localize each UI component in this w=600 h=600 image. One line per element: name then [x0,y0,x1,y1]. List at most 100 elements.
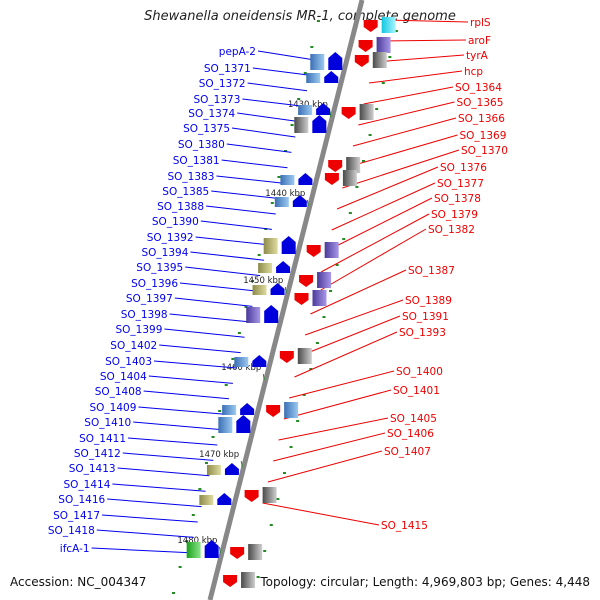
left-gene-label[interactable]: SO_1404 [100,371,147,383]
left-gene-label[interactable]: SO_1412 [74,448,121,460]
forward-gene-arrow[interactable] [276,261,291,273]
gene-box[interactable] [241,572,256,588]
gene-box[interactable] [294,117,309,133]
left-gene-label[interactable]: SO_1397 [126,293,173,305]
left-gene-label[interactable]: SO_1413 [69,463,116,475]
left-gene-label[interactable]: SO_1374 [188,108,235,120]
right-gene-label[interactable]: SO_1366 [458,113,505,125]
right-gene-label[interactable]: SO_1415 [381,520,428,532]
forward-gene-arrow[interactable] [236,415,251,433]
right-gene-label[interactable]: SO_1400 [396,366,443,378]
left-gene-label[interactable]: SO_1411 [79,433,126,445]
forward-gene-arrow[interactable] [324,71,339,83]
reverse-gene-arrow[interactable] [341,107,356,119]
gene-box[interactable] [284,402,299,418]
left-gene-label[interactable]: SO_1402 [110,340,157,352]
gene-box[interactable] [317,272,332,288]
reverse-gene-arrow[interactable] [294,293,309,305]
gene-box[interactable] [372,52,387,68]
left-gene-label[interactable]: SO_1395 [136,262,183,274]
forward-gene-arrow[interactable] [316,103,331,115]
right-gene-label[interactable]: aroF [468,35,491,47]
left-gene-label[interactable]: SO_1381 [173,155,220,167]
right-gene-label[interactable]: SO_1389 [405,295,452,307]
forward-gene-arrow[interactable] [217,493,232,505]
left-gene-label[interactable]: SO_1417 [53,510,100,522]
forward-gene-arrow[interactable] [224,463,239,475]
right-gene-label[interactable]: SO_1387 [408,265,455,277]
left-gene-label[interactable]: SO_1388 [157,201,204,213]
left-gene-label[interactable]: pepA-2 [219,46,256,58]
gene-box[interactable] [298,105,313,115]
gene-box[interactable] [262,487,277,503]
right-gene-label[interactable]: SO_1365 [457,97,504,109]
left-gene-label[interactable]: SO_1394 [141,247,188,259]
forward-gene-arrow[interactable] [252,355,267,367]
right-gene-label[interactable]: SO_1391 [402,311,449,323]
left-gene-label[interactable]: SO_1399 [115,324,162,336]
gene-box[interactable] [310,54,325,70]
right-gene-label[interactable]: rplS [470,17,491,29]
left-gene-label[interactable]: SO_1418 [48,525,95,537]
left-gene-label[interactable]: SO_1371 [204,63,251,75]
forward-gene-arrow[interactable] [264,305,279,323]
gene-box[interactable] [306,73,321,83]
left-gene-label[interactable]: SO_1409 [89,402,136,414]
gene-box[interactable] [186,542,201,558]
reverse-gene-arrow[interactable] [266,405,281,417]
left-gene-label[interactable]: SO_1392 [147,232,194,244]
right-gene-label[interactable]: SO_1378 [434,193,481,205]
left-gene-label[interactable]: SO_1396 [131,278,178,290]
forward-gene-arrow[interactable] [281,236,296,254]
forward-gene-arrow[interactable] [270,283,285,295]
gene-box[interactable] [199,495,214,505]
left-gene-label[interactable]: ifcA-1 [60,543,90,555]
gene-box[interactable] [258,263,273,273]
gene-box[interactable] [234,357,249,367]
gene-box[interactable] [218,417,233,433]
left-gene-label[interactable]: SO_1398 [121,309,168,321]
gene-box[interactable] [280,175,295,185]
gene-box[interactable] [381,17,396,33]
gene-box[interactable] [297,348,312,364]
forward-gene-arrow[interactable] [312,115,327,133]
gene-box[interactable] [342,170,357,186]
forward-gene-arrow[interactable] [298,173,313,185]
gene-box[interactable] [346,157,361,173]
right-gene-label[interactable]: SO_1376 [440,162,487,174]
right-gene-label[interactable]: SO_1369 [460,130,507,142]
reverse-gene-arrow[interactable] [279,351,294,363]
gene-box[interactable] [222,405,237,415]
forward-gene-arrow[interactable] [240,403,255,415]
right-gene-label[interactable]: SO_1405 [390,413,437,425]
right-gene-label[interactable]: SO_1382 [428,224,475,236]
reverse-gene-arrow[interactable] [244,490,259,502]
gene-box[interactable] [252,285,267,295]
reverse-gene-arrow[interactable] [363,20,378,32]
left-gene-label[interactable]: SO_1372 [199,78,246,90]
gene-box[interactable] [263,238,278,254]
gene-box[interactable] [248,544,263,560]
gene-box[interactable] [359,104,374,120]
reverse-gene-arrow[interactable] [306,245,321,257]
forward-gene-arrow[interactable] [204,540,219,558]
left-gene-label[interactable]: SO_1410 [84,417,131,429]
gene-box[interactable] [312,290,327,306]
gene-box[interactable] [376,37,391,53]
right-gene-label[interactable]: SO_1370 [461,145,508,157]
left-gene-label[interactable]: SO_1390 [152,216,199,228]
reverse-gene-arrow[interactable] [230,547,245,559]
gene-box[interactable] [274,197,289,207]
right-gene-label[interactable]: SO_1407 [384,446,431,458]
gene-box[interactable] [324,242,339,258]
forward-gene-arrow[interactable] [292,195,307,207]
gene-box[interactable] [206,465,221,475]
right-gene-label[interactable]: SO_1379 [431,209,478,221]
right-gene-label[interactable]: SO_1393 [399,327,446,339]
right-gene-label[interactable]: hcp [464,66,483,78]
left-gene-label[interactable]: SO_1416 [58,494,105,506]
right-gene-label[interactable]: SO_1401 [393,385,440,397]
left-gene-label[interactable]: SO_1403 [105,356,152,368]
reverse-gene-arrow[interactable] [324,173,339,185]
left-gene-label[interactable]: SO_1373 [193,94,240,106]
